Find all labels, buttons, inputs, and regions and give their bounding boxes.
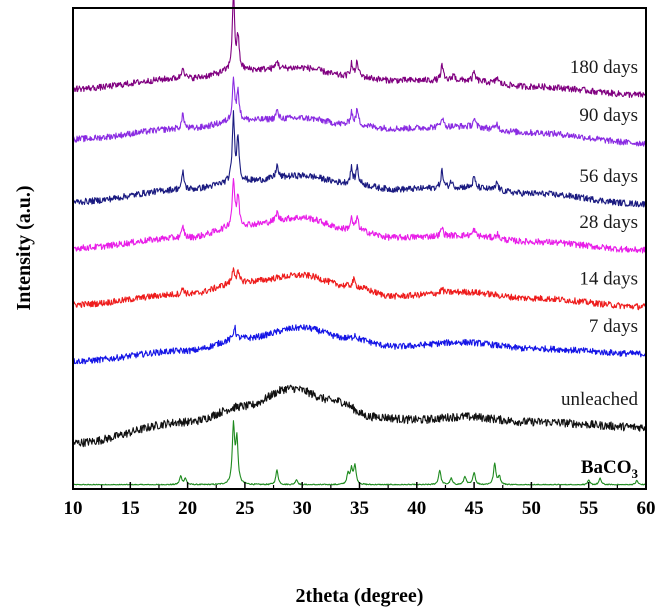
- series-line: [72, 110, 647, 208]
- series-line: [72, 267, 647, 311]
- series-layer: [72, 0, 647, 486]
- series-label: 180 days: [570, 57, 638, 78]
- x-tick-label: 15: [121, 498, 140, 519]
- series-line: [72, 0, 647, 98]
- series-labels: BaCO3 unleached 7 days 14 days 28 days 56 day…: [561, 57, 639, 481]
- x-tick-label: 60: [637, 498, 656, 519]
- x-tick-label: 50: [522, 498, 541, 519]
- series-label: 28 days: [579, 212, 638, 233]
- plot-frame: [72, 7, 647, 490]
- series-label-main: BaCO: [581, 457, 632, 478]
- series-line: [72, 324, 647, 365]
- x-ticks: 10 15 20 25 30 35 40 45 50 55 60: [64, 482, 656, 519]
- x-axis-title: 2theta (degree): [296, 585, 424, 607]
- series-label: 7 days: [589, 316, 638, 337]
- series-label: 14 days: [579, 269, 638, 290]
- x-tick-label: 40: [407, 498, 426, 519]
- series-line: [72, 178, 647, 254]
- x-tick-label: 55: [579, 498, 598, 519]
- x-tick-label: 45: [465, 498, 484, 519]
- series-label: 56 days: [579, 166, 638, 187]
- x-tick-label: 30: [293, 498, 312, 519]
- x-tick-label: 25: [235, 498, 254, 519]
- series-label-subscript: 3: [632, 466, 639, 481]
- x-tick-label: 35: [350, 498, 369, 519]
- series-line: [72, 76, 647, 147]
- y-axis-title: Intensity (a.u.): [13, 185, 35, 310]
- series-label: unleached: [561, 389, 639, 410]
- series-label: 90 days: [579, 105, 638, 126]
- x-tick-label: 20: [178, 498, 197, 519]
- x-tick-label: 10: [64, 498, 83, 519]
- series-line: [72, 384, 647, 448]
- series-line: [72, 420, 646, 486]
- series-label: BaCO3: [581, 457, 639, 481]
